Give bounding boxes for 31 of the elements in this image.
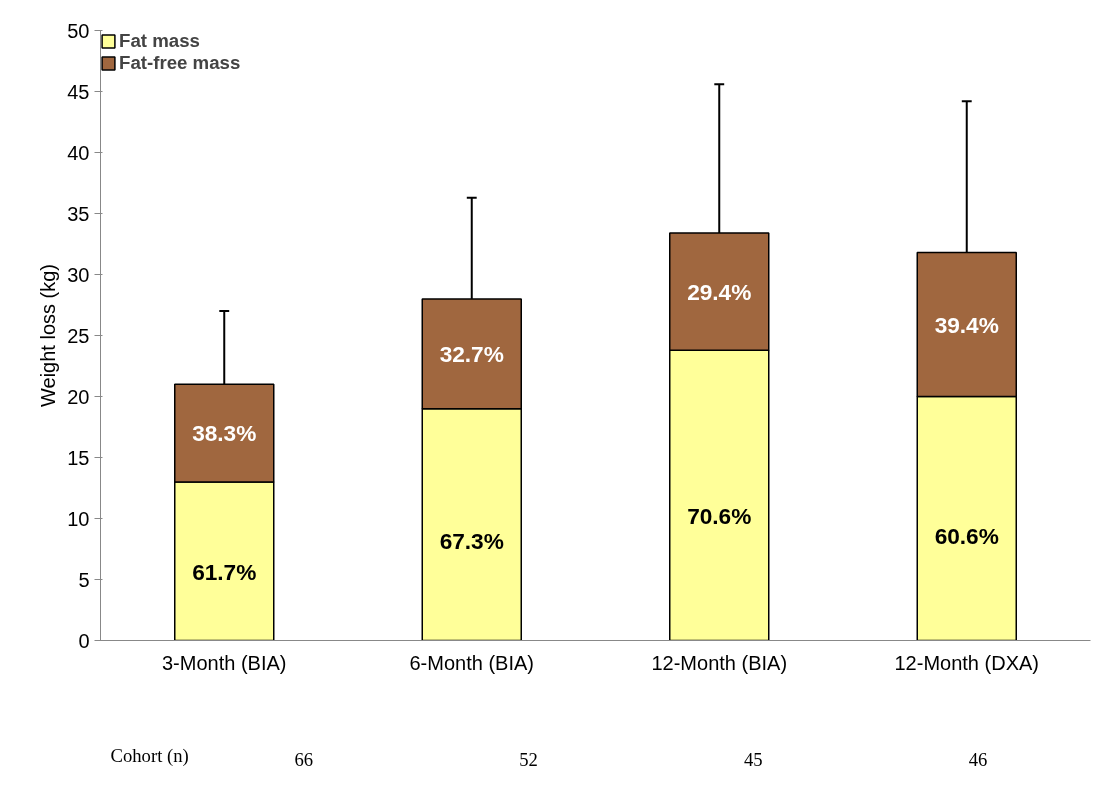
text: Cohort (n) (110, 744, 189, 767)
legend-label: Fat-free mass (119, 52, 241, 74)
y-tick-label: 10 (67, 507, 90, 530)
y-tick-label: 35 (67, 202, 90, 225)
legend-label: Fat mass (119, 30, 200, 52)
y-tick-label: 50 (67, 19, 90, 42)
y-tick-label: 0 (78, 629, 90, 652)
annotation: 67.3% (439, 527, 504, 554)
text: 46 (968, 748, 988, 770)
y-tick-label: 40 (67, 141, 90, 164)
x-tick-label: 12-Month (DXA) (894, 651, 1039, 674)
y-tick-label: 45 (67, 80, 90, 103)
annotation: 32.7% (439, 340, 504, 367)
annotation: 70.6% (687, 502, 752, 529)
text: 45 (743, 748, 763, 770)
y-tick-label: 25 (67, 324, 90, 347)
text: 52 (519, 748, 538, 770)
y-tick-label: 30 (67, 263, 90, 286)
x-tick-label: 12-Month (BIA) (651, 651, 788, 674)
annotation: 61.7% (192, 559, 257, 586)
annotation: 39.4% (934, 311, 999, 338)
y-axis-title: Weight loss (kg) (37, 263, 60, 407)
x-tick-label: 3-Month (BIA) (162, 651, 287, 674)
y-tick-label: 5 (78, 568, 90, 591)
annotation: 60.6% (934, 522, 999, 549)
y-tick-label: 15 (67, 446, 90, 469)
x-tick-label: 6-Month (BIA) (409, 651, 534, 674)
y-tick-label: 20 (67, 385, 90, 408)
annotation: 29.4% (687, 278, 752, 305)
text: 66 (294, 748, 314, 770)
annotation: 38.3% (192, 420, 257, 447)
